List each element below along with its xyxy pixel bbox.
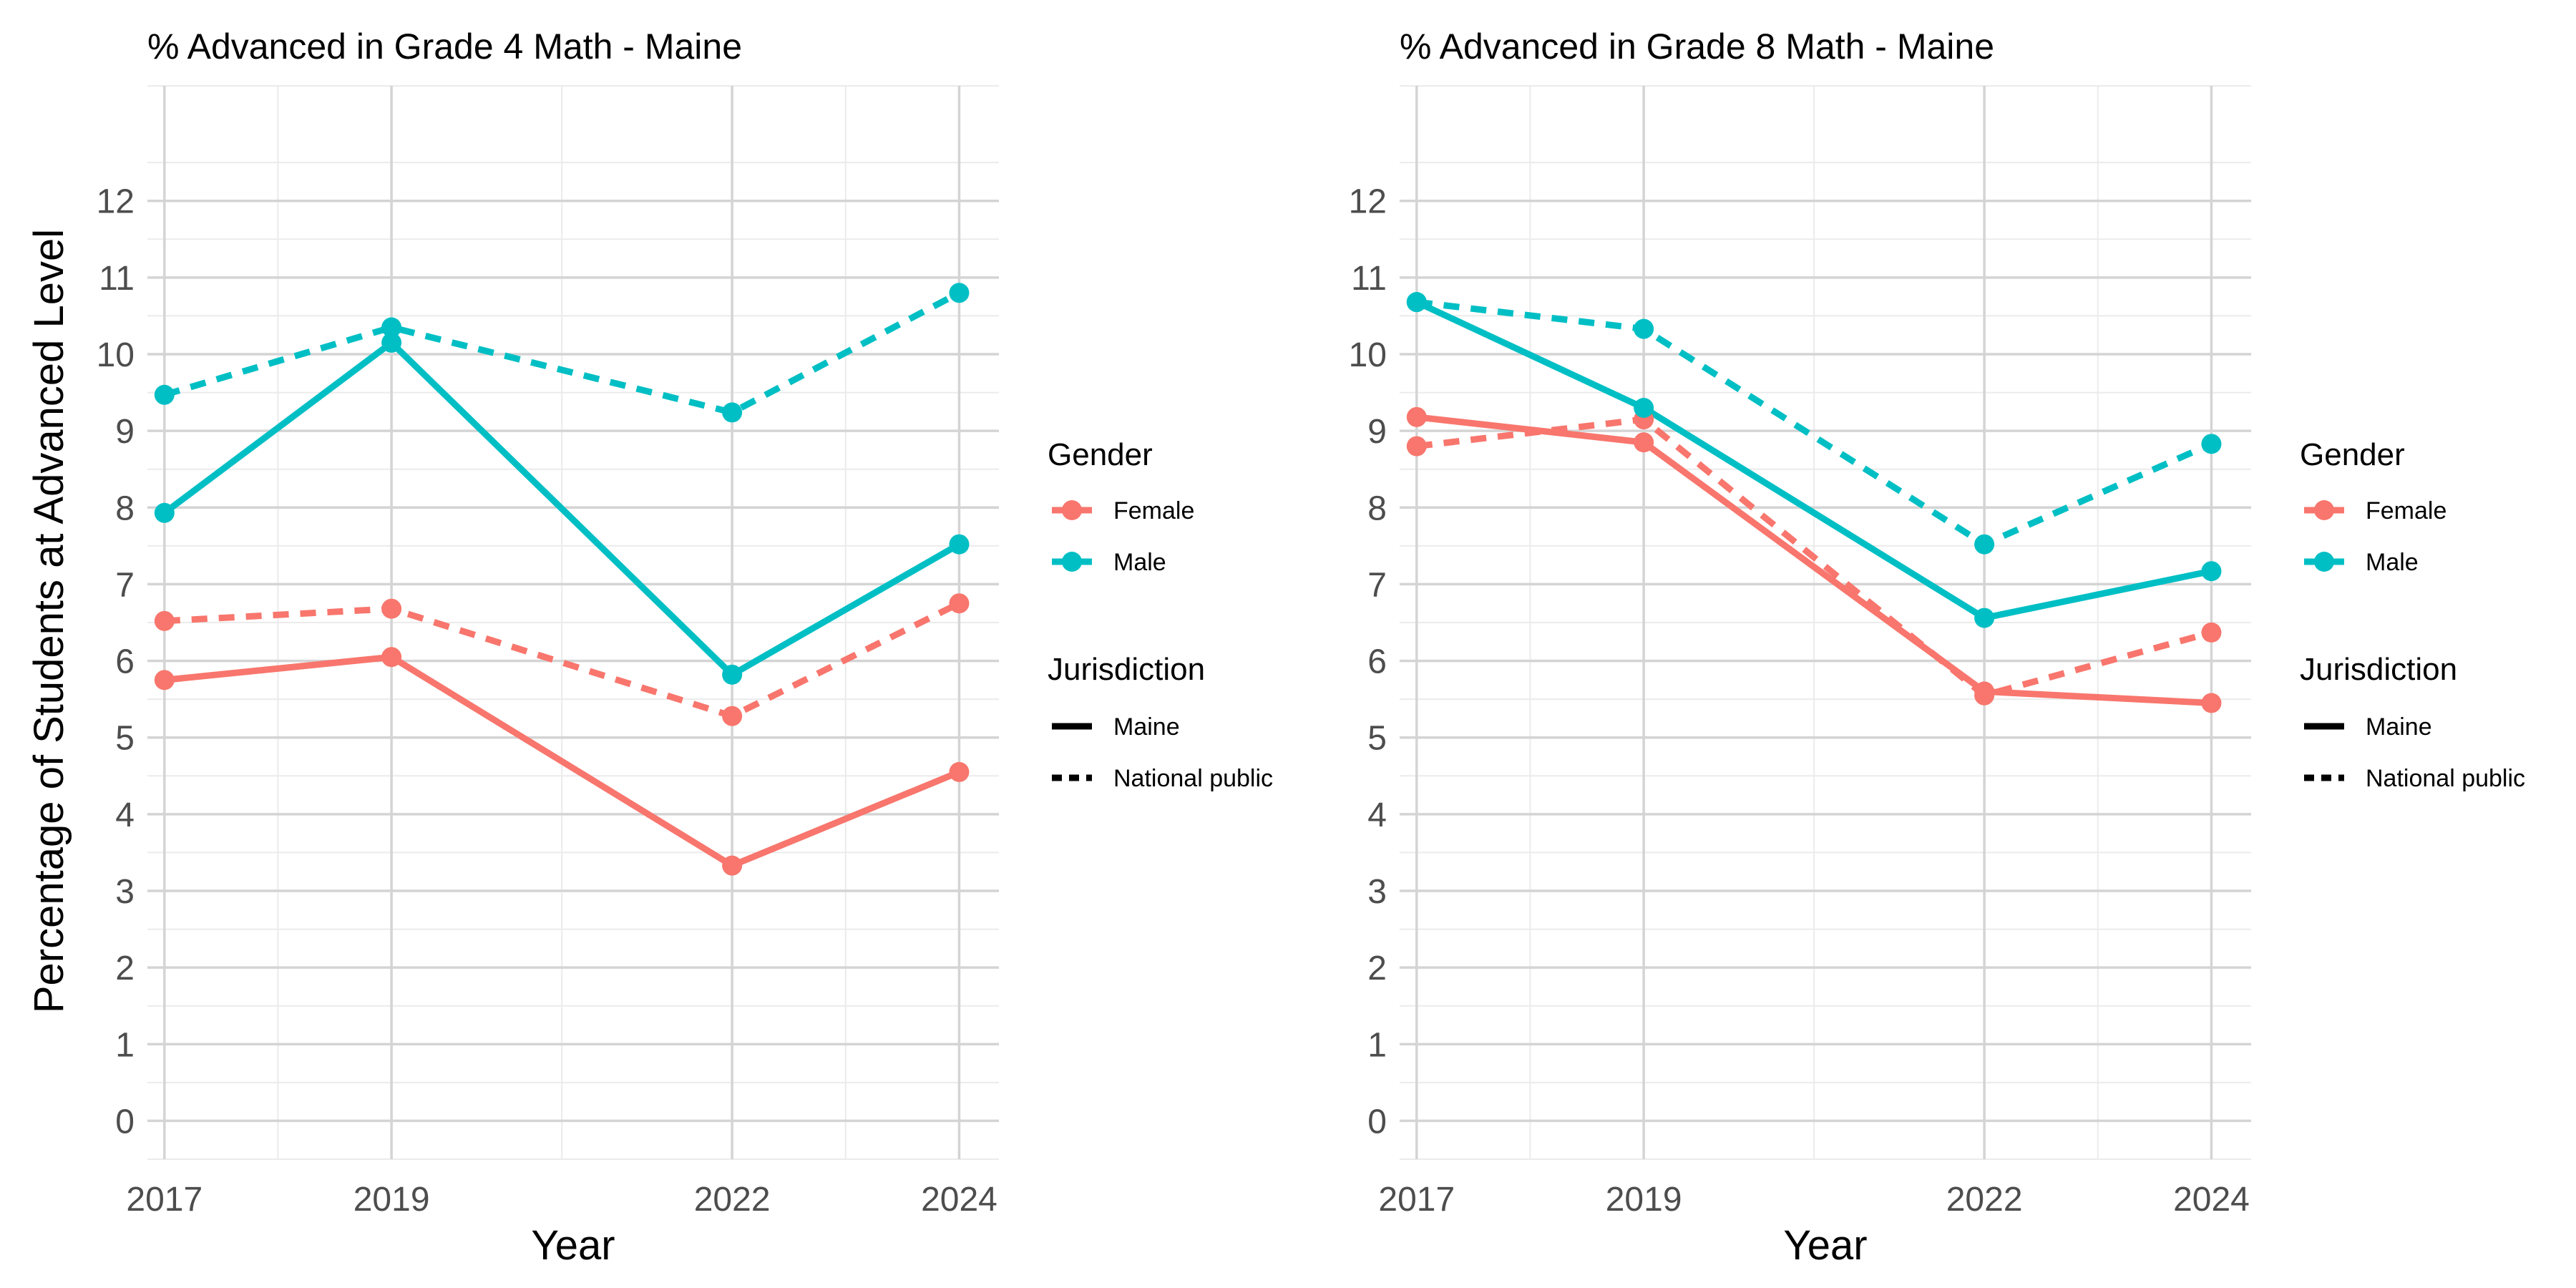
y-tick-label: 0 <box>115 1103 135 1141</box>
y-tick-label: 6 <box>115 643 135 681</box>
data-point <box>2201 434 2222 454</box>
data-point <box>722 855 743 876</box>
y-tick-label: 8 <box>1367 489 1387 527</box>
data-point <box>949 534 970 555</box>
y-tick-label: 12 <box>97 183 135 221</box>
legend-label-gender: Male <box>2366 549 2419 576</box>
y-tick-label: 4 <box>115 796 135 834</box>
x-tick-label: 2024 <box>921 1181 997 1219</box>
data-point <box>1406 406 1427 427</box>
legend-key-point <box>2314 500 2334 520</box>
y-tick-label: 10 <box>1349 336 1387 374</box>
y-tick-label: 8 <box>115 489 135 527</box>
series-line-female-national-public <box>1416 416 2212 699</box>
data-point <box>1974 685 1995 706</box>
x-axis-title: Year <box>1783 1222 1867 1269</box>
legend-title-jurisdiction: Jurisdiction <box>1048 652 1205 687</box>
data-point <box>2201 622 2222 643</box>
y-tick-label: 11 <box>1351 260 1387 298</box>
series-line-male-national-public <box>163 290 961 416</box>
x-tick-label: 2019 <box>353 1181 430 1219</box>
data-point <box>722 402 743 423</box>
y-tick-label: 7 <box>115 566 135 604</box>
series-line-female-maine <box>164 653 961 869</box>
data-point <box>154 670 175 691</box>
x-tick-label: 2019 <box>1606 1181 1682 1219</box>
legend-label-gender: Male <box>1113 549 1166 576</box>
y-tick-label: 7 <box>1367 566 1387 604</box>
series-line-male-maine <box>1415 299 2212 622</box>
y-tick-label: 3 <box>1367 873 1387 911</box>
data-point <box>1974 608 1995 628</box>
data-point <box>381 647 402 668</box>
legend-label-jurisdiction: Maine <box>1113 713 1180 741</box>
data-point <box>1406 292 1427 313</box>
legend-label-gender: Female <box>1113 497 1194 525</box>
y-tick-label: 12 <box>1349 183 1387 221</box>
series-line-male-maine <box>162 339 961 678</box>
y-tick-label: 0 <box>1367 1103 1387 1141</box>
y-tick-label: 10 <box>97 336 135 374</box>
y-tick-label: 11 <box>99 260 135 298</box>
legend-label-jurisdiction: Maine <box>2366 713 2432 741</box>
y-tick-label: 2 <box>1367 950 1387 987</box>
legend-key-point <box>1062 552 1082 572</box>
data-point <box>154 610 175 631</box>
data-point <box>722 706 743 726</box>
data-point <box>381 317 402 338</box>
y-tick-label: 1 <box>115 1026 135 1064</box>
x-tick-label: 2022 <box>1946 1181 2023 1219</box>
chart-title: % Advanced in Grade 8 Math - Maine <box>1400 26 1994 67</box>
series-line-female-national-public <box>164 600 961 720</box>
legend-key-point <box>1062 500 1082 520</box>
legend-label-jurisdiction: National public <box>2366 765 2525 792</box>
data-point <box>1406 436 1427 457</box>
data-point <box>1634 432 1654 453</box>
legend-key-point <box>2314 552 2334 572</box>
y-tick-label: 1 <box>1367 1026 1387 1064</box>
legend-label-gender: Female <box>2366 497 2446 525</box>
y-tick-label: 4 <box>1367 796 1387 834</box>
legend-label-jurisdiction: National public <box>1113 765 1273 792</box>
legend-title-gender: Gender <box>2300 437 2405 472</box>
x-tick-label: 2017 <box>126 1181 203 1219</box>
y-tick-label: 5 <box>1367 720 1387 758</box>
legend-title-gender: Gender <box>1048 437 1153 472</box>
y-tick-label: 6 <box>1367 643 1387 681</box>
x-tick-label: 2017 <box>1378 1181 1455 1219</box>
chart-title: % Advanced in Grade 4 Math - Maine <box>147 26 742 67</box>
data-point <box>722 664 743 685</box>
legend-title-jurisdiction: Jurisdiction <box>2300 652 2457 687</box>
y-tick-label: 9 <box>115 413 135 451</box>
x-tick-label: 2024 <box>2173 1181 2250 1219</box>
data-point <box>1634 398 1654 418</box>
y-tick-label: 9 <box>1367 413 1387 451</box>
data-point <box>2201 561 2222 582</box>
y-tick-label: 3 <box>115 873 135 911</box>
data-point <box>1974 534 1995 555</box>
data-point <box>949 593 970 614</box>
y-axis-title: Percentage of Students at Advanced Level <box>26 229 72 1013</box>
data-point <box>949 283 970 303</box>
data-point <box>2201 693 2222 713</box>
data-point <box>381 332 402 353</box>
data-point <box>154 384 175 405</box>
x-tick-label: 2022 <box>694 1181 771 1219</box>
y-tick-label: 2 <box>115 950 135 987</box>
x-axis-title: Year <box>531 1222 615 1269</box>
data-point <box>1634 318 1654 339</box>
data-point <box>154 502 175 523</box>
data-point <box>949 761 970 782</box>
series-line-male-national-public <box>1416 298 2213 548</box>
data-point <box>381 598 402 619</box>
y-tick-label: 5 <box>115 720 135 758</box>
